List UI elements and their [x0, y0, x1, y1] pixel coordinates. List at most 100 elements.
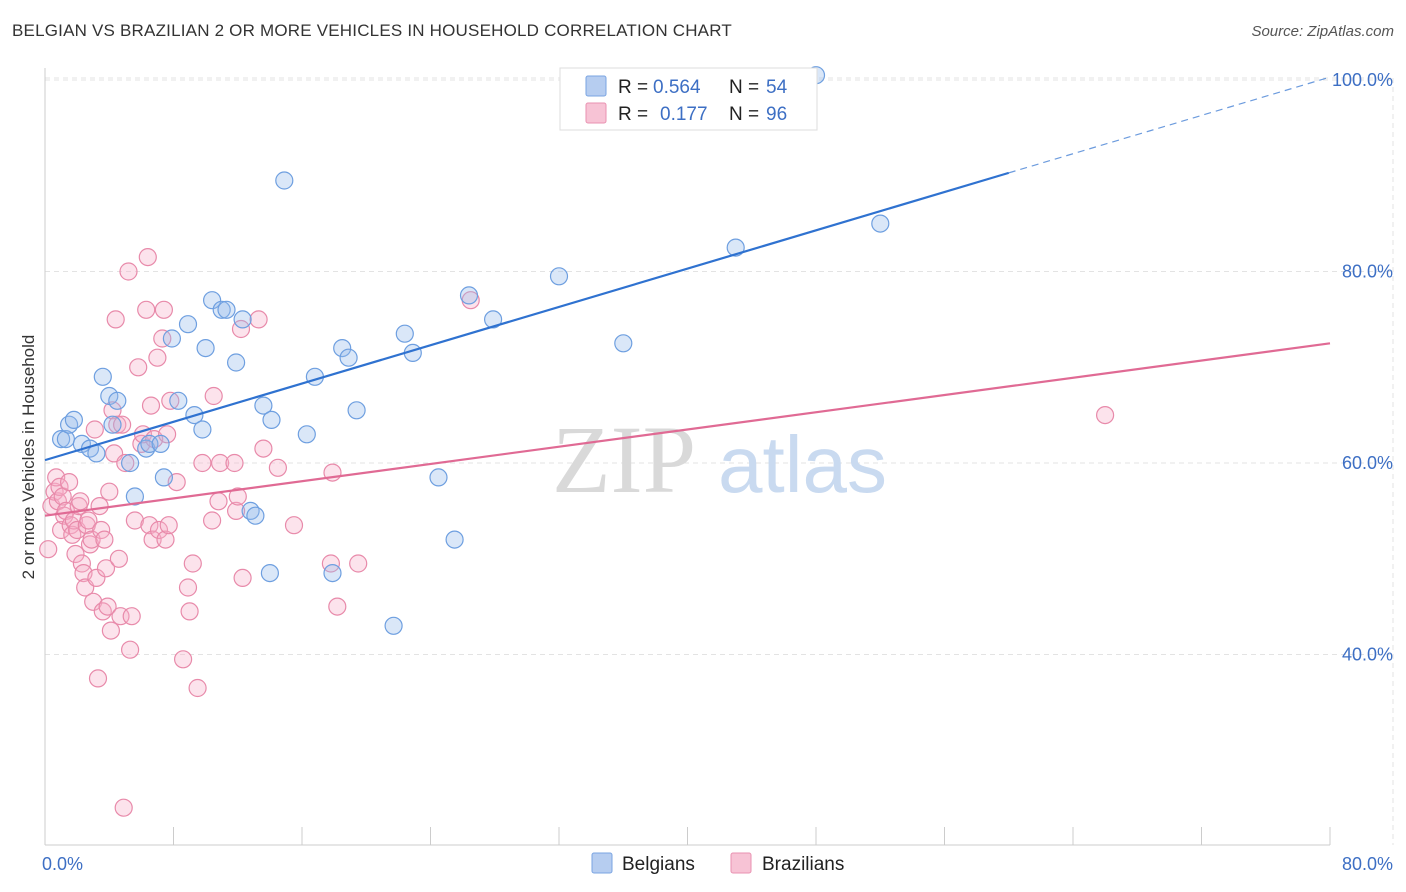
point-brazilian [180, 602, 199, 621]
grid-lines [45, 77, 1394, 845]
point-brazilian [84, 592, 103, 611]
point-brazilian [193, 453, 212, 473]
point-brazilian [85, 420, 104, 439]
point-belgian [614, 334, 633, 353]
point-brazilian [90, 497, 109, 516]
point-belgian [262, 410, 281, 429]
point-brazilian [228, 487, 247, 506]
point-brazilian [211, 453, 230, 473]
watermark-zip: ZIP [552, 406, 696, 513]
point-belgian [154, 468, 173, 487]
legend-n-label-brazilians: N = [729, 104, 759, 125]
point-brazilian [203, 511, 222, 530]
point-brazilian [129, 358, 148, 377]
point-brazilian [138, 248, 157, 267]
point-brazilian [148, 348, 167, 367]
legend-n-value-belgians: 54 [766, 77, 788, 98]
point-belgian [212, 300, 231, 319]
point-brazilian [141, 396, 161, 415]
point-brazilian [106, 310, 125, 329]
point-belgian [108, 391, 127, 410]
watermark: ZIP atlas [552, 406, 887, 513]
point-brazilian [82, 530, 101, 549]
point-brazilian [209, 492, 228, 511]
point-belgian [459, 286, 479, 305]
point-brazilian [88, 669, 108, 688]
point-brazilian [92, 520, 111, 540]
point-belgian [260, 563, 279, 583]
point-brazilian [140, 516, 159, 535]
point-brazilian [121, 640, 140, 659]
point-brazilian [225, 453, 244, 473]
point-brazilian [39, 540, 58, 559]
point-brazilian [100, 482, 119, 501]
point-brazilian [158, 425, 177, 444]
point-brazilian [349, 554, 368, 573]
legend-r-label-brazilians: R = [618, 104, 648, 125]
point-brazilian [149, 520, 169, 540]
point-brazilian [71, 492, 90, 511]
point-brazilian [284, 516, 304, 535]
point-belgian [246, 506, 265, 525]
point-brazilian [50, 477, 69, 496]
chart-title: BELGIAN VS BRAZILIAN 2 OR MORE VEHICLES … [12, 21, 732, 40]
point-belgian [151, 434, 170, 453]
series-legend: Belgians Brazilians [591, 852, 844, 875]
point-brazilian [125, 511, 144, 530]
point-brazilian [233, 568, 252, 588]
y-tick-label: 100.0% [1332, 70, 1393, 90]
point-brazilian [178, 578, 198, 597]
point-belgian [429, 468, 448, 487]
point-brazilian [51, 520, 71, 540]
point-belgian [323, 563, 342, 583]
point-belgian [297, 425, 316, 444]
x-tick-label: 0.0% [42, 854, 83, 874]
point-belgian [178, 315, 198, 334]
legend-swatch-brazilians [585, 102, 607, 124]
point-belgian [339, 348, 358, 367]
point-brazilian [268, 458, 287, 477]
legend-r-value-brazilians: 0.177 [660, 104, 708, 125]
point-belgian [227, 353, 246, 372]
point-belgian [125, 487, 144, 506]
point-brazilian [119, 262, 138, 281]
y-tick-label: 60.0% [1342, 453, 1393, 473]
legend-n-value-brazilians: 96 [766, 104, 787, 125]
point-belgian [162, 329, 181, 348]
point-belgian [347, 401, 366, 420]
point-brazilian [103, 401, 122, 420]
point-brazilian [98, 597, 117, 616]
point-brazilian [183, 554, 202, 573]
bottom-legend-swatch-belgians [591, 852, 613, 874]
point-brazilian [188, 678, 207, 698]
point-belgian [484, 310, 503, 329]
point-brazilian [114, 798, 133, 817]
point-brazilian [96, 559, 116, 578]
x-tick-label: 80.0% [1342, 854, 1393, 874]
point-belgian [93, 367, 112, 386]
trend-line-belgians [44, 171, 1010, 462]
point-belgian [64, 410, 84, 429]
series-belgians [51, 66, 890, 635]
point-brazilian [154, 300, 173, 319]
point-brazilian [122, 607, 141, 626]
point-brazilian [108, 415, 127, 434]
point-belgian [233, 310, 252, 329]
point-belgian [549, 267, 569, 286]
point-belgian [217, 300, 236, 319]
point-brazilian [109, 549, 129, 568]
point-brazilian [1095, 406, 1115, 425]
y-tick-label: 80.0% [1342, 262, 1393, 282]
trend-lines [44, 76, 1331, 517]
point-brazilian [66, 544, 85, 564]
point-brazilian [249, 310, 268, 329]
legend-r-value-belgians: 0.564 [653, 77, 701, 98]
point-brazilian [227, 501, 246, 520]
point-brazilian [174, 650, 193, 669]
point-brazilian [116, 453, 135, 473]
point-brazilian [159, 516, 178, 535]
point-brazilian [254, 439, 273, 458]
point-brazilian [137, 300, 156, 319]
point-brazilian [204, 386, 223, 406]
y-axis-title: 2 or more Vehicles in Household [19, 335, 38, 580]
